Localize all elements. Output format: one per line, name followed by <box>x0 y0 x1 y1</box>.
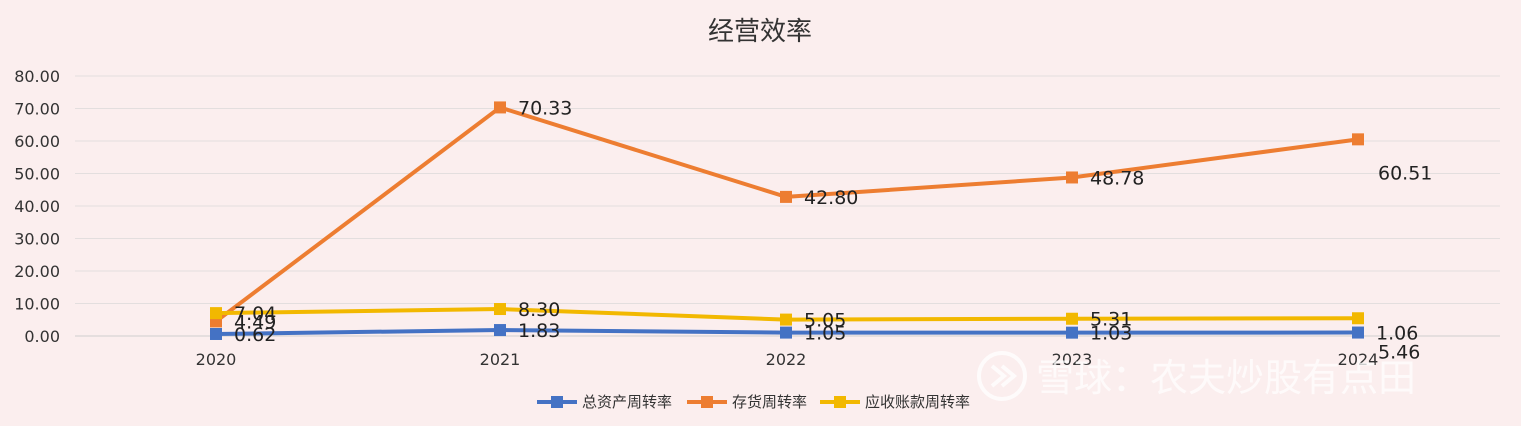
data-label: 4.49 <box>234 311 276 333</box>
y-tick-label: 70.00 <box>14 100 60 119</box>
y-tick-label: 20.00 <box>14 262 60 281</box>
x-tick-label: 2021 <box>480 350 521 369</box>
data-point-marker <box>494 101 506 114</box>
data-label: 1.83 <box>518 320 560 342</box>
data-label: 5.31 <box>1090 309 1132 331</box>
data-point-marker <box>780 313 792 326</box>
data-point-marker <box>494 324 506 337</box>
series-layer <box>210 101 1364 340</box>
data-label: 48.78 <box>1090 167 1144 189</box>
data-label: 8.30 <box>518 299 560 321</box>
y-tick-label: 10.00 <box>14 295 60 314</box>
data-point-marker <box>1066 312 1078 325</box>
y-tick-label: 50.00 <box>14 165 60 184</box>
data-point-marker <box>210 327 222 340</box>
watermark-text: 雪球：农夫炒股有点田 <box>1036 356 1416 400</box>
watermark: 雪球：农夫炒股有点田 <box>977 351 1416 401</box>
x-tick-label: 2022 <box>766 350 807 369</box>
x-tick-label: 2023 <box>1052 350 1093 369</box>
legend-label: 存货周转率 <box>732 393 807 411</box>
data-point-marker <box>494 303 506 316</box>
data-point-marker <box>1352 312 1364 325</box>
y-axis-ticks: 0.00 10.00 20.00 30.00 40.00 50.00 60.00 70.00 8… <box>14 67 60 346</box>
data-point-marker <box>780 190 792 203</box>
y-tick-label: 80.00 <box>14 67 60 86</box>
x-tick-label: 2024 <box>1338 350 1379 369</box>
data-label: 1.05 <box>804 323 846 345</box>
chart-title: 经营效率 <box>708 17 812 47</box>
data-point-marker <box>780 326 792 339</box>
data-labels: 0.62 1.83 1.05 1.03 1.06 4.49 70.33 42.80 48.78 6… <box>234 97 1432 363</box>
legend: 总资产周转率 存货周转率 应收账款周转率 <box>537 393 970 411</box>
data-label: 7.04 <box>234 303 276 325</box>
legend-label: 总资产周转率 <box>582 393 672 411</box>
data-point-marker <box>1066 326 1078 339</box>
data-label: 1.03 <box>1090 323 1132 345</box>
snowball-logo-icon <box>977 351 1027 401</box>
data-label: 60.51 <box>1378 162 1432 184</box>
data-label: 5.05 <box>804 310 846 332</box>
data-label: 70.33 <box>518 97 572 119</box>
data-label: 0.62 <box>234 324 276 346</box>
grid <box>75 75 1500 337</box>
legend-marker <box>701 396 713 408</box>
y-tick-label: 30.00 <box>14 230 60 249</box>
data-point-marker <box>1352 326 1364 339</box>
legend-label: 应收账款周转率 <box>865 393 970 411</box>
legend-marker <box>551 396 563 408</box>
x-tick-label: 2020 <box>196 350 237 369</box>
data-label: 5.46 <box>1378 341 1420 363</box>
y-tick-label: 60.00 <box>14 132 60 151</box>
y-tick-label: 40.00 <box>14 197 60 216</box>
legend-marker <box>834 396 846 408</box>
data-label: 1.06 <box>1376 323 1418 345</box>
series-line <box>214 105 1359 324</box>
data-point-marker <box>1066 171 1078 184</box>
x-axis-ticks: 2020 2021 2022 2023 2024 <box>196 350 1379 369</box>
data-point-marker <box>1352 133 1364 146</box>
data-point-marker <box>210 307 222 320</box>
y-tick-label: 0.00 <box>24 327 60 346</box>
data-label: 42.80 <box>804 187 858 209</box>
